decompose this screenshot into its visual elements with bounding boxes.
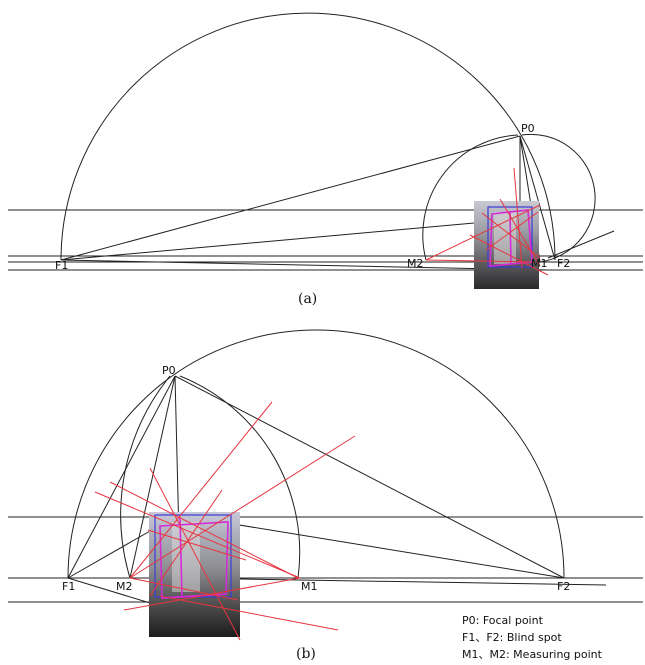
panel-b-label-f2: F2 [557,580,570,593]
panel-a-red-ray-1 [425,204,541,261]
legend-blind-spot: F1、F2: Blind spot [462,631,562,644]
panel-a-photo-frame [487,206,533,268]
panel-a-line-p0-f2 [519,135,556,261]
panel-b-line-f1-ground [67,577,151,604]
panel-b-red-ray-8 [129,577,239,601]
panel-b-line-building-f2 [177,514,565,579]
panel-b-line-ground-f2 [179,577,607,586]
panel-b-red-ray-2 [109,481,299,579]
panel-a-label-f2: F2 [557,257,570,270]
panel-a-red-ray-3 [469,234,549,276]
panel-b-red-ray-9 [149,489,223,597]
panel-a: P0 F1 M2 M1 F2 (a) [8,12,643,307]
panel-b-line-p0-f2 [174,375,565,579]
panel-a-red-ray-4 [499,198,541,267]
panel-a-building-outline-mid [509,211,512,265]
panel-b-line-p0-f1 [67,375,176,579]
panel-b-red-ray-3 [129,401,273,579]
panel-b-red-ray-7 [123,577,301,611]
panel-a-label-p0: P0 [521,122,535,135]
panel-b-semicircle-f1-f2 [67,329,565,579]
panel-b-label-m1: M1 [301,580,318,593]
panel-a-line-f2-extension [547,230,615,259]
panel-a-line-f1-ground [60,259,549,271]
panel-b-label-m2: M2 [116,580,133,593]
legend-measuring-point: M1、M2: Measuring point [462,648,603,661]
panel-a-red-ray-6 [485,211,539,251]
panel-b-building-outline-base [161,593,227,599]
panel-a-caption: (a) [298,291,317,307]
panel-a-label-m2: M2 [407,257,424,270]
panel-b-label-f1: F1 [62,580,75,593]
panel-b-arc-p0-m1 [179,375,301,579]
panel-a-arc-m2-p0 [422,134,519,261]
panel-b-label-p0: P0 [162,364,176,377]
panel-a-red-ray-7 [481,212,541,259]
panel-b-red-ray-10 [147,529,247,561]
panel-b-red-ray-4 [129,435,356,579]
panel-a-red-ray-2 [425,259,535,263]
panel-b-arc-m2-p0 [120,375,171,579]
panel-b-red-ray-6 [159,595,339,631]
panel-a-red-ray-5 [513,167,523,269]
panel-b-line-p0-m2 [129,375,176,579]
panel-b-red-ray-5 [149,467,241,641]
panel-a-semicircle-f1-f2 [60,12,556,261]
panel-a-line-f1-p0 [60,135,521,261]
legend-focal-point: P0: Focal point [462,614,544,627]
panel-b-building-outline-mid [179,517,183,599]
legend: P0: Focal point F1、F2: Blind spot M1、M2:… [462,614,603,661]
panel-b-caption: (b) [296,646,316,662]
panel-a-arc-p0-m1 [521,133,596,263]
panel-b: P0 F1 M2 M1 F2 (b) [8,329,643,662]
panel-a-label-f1: F1 [55,259,68,272]
panel-a-label-m1: M1 [531,257,548,270]
panel-a-line-f1-building [60,217,531,261]
